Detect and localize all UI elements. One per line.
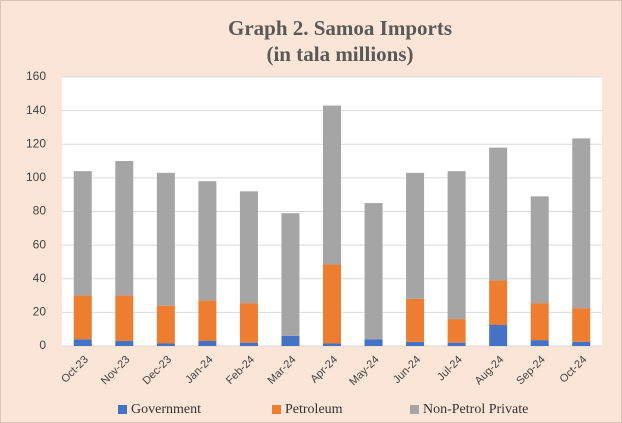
bar-segment: [156, 343, 175, 346]
bar-segment: [572, 138, 591, 309]
bar-segment: [198, 300, 217, 341]
bar-segment: [115, 295, 134, 341]
bar-segment: [364, 203, 383, 340]
bar-segment: [489, 280, 508, 325]
y-tick-label: 160: [26, 69, 46, 83]
bar-segment: [447, 319, 466, 343]
bar-segment: [323, 264, 341, 344]
bar-segment: [489, 324, 508, 346]
bar-segment: [364, 339, 383, 346]
bar-segment: [198, 340, 217, 346]
bar-segment: [115, 340, 134, 346]
bar-segment: [281, 213, 300, 336]
bar-segment: [530, 340, 549, 346]
bar-segment: [239, 342, 258, 346]
bar-segment: [73, 171, 92, 296]
bar-segment: [73, 339, 92, 346]
legend-label: Petroleum: [285, 402, 343, 417]
bar-segment: [239, 191, 258, 304]
bar-segment: [530, 303, 549, 341]
y-tick-label: 40: [33, 271, 47, 285]
y-tick-label: 0: [39, 338, 46, 352]
y-tick-label: 100: [26, 170, 46, 184]
bar-segment: [406, 341, 425, 346]
y-tick-label: 20: [33, 305, 47, 319]
legend-swatch: [272, 405, 281, 414]
bar-segment: [323, 105, 341, 265]
bar-segment: [572, 308, 591, 342]
bar-segment: [239, 303, 258, 343]
bar-segment: [406, 172, 425, 299]
bar-segment: [198, 181, 217, 301]
chart-title: Graph 2. Samoa Imports: [228, 16, 452, 40]
chart-subtitle: (in tala millions): [266, 42, 413, 66]
bar-segment: [115, 161, 134, 296]
legend-label: Non-Petrol Private: [423, 402, 528, 417]
y-tick-label: 60: [33, 237, 47, 251]
y-tick-label: 140: [26, 103, 46, 117]
bar-segment: [447, 342, 466, 346]
bar-segment: [572, 341, 591, 346]
bar-segment: [406, 298, 425, 342]
bar-segment: [156, 305, 175, 344]
y-tick-label: 120: [26, 136, 46, 150]
legend-label: Government: [131, 402, 201, 417]
bar-segment: [489, 147, 508, 281]
legend-swatch: [410, 405, 419, 414]
y-tick-label: 80: [33, 204, 47, 218]
bar-segment: [530, 196, 549, 304]
bar-segment: [73, 295, 92, 340]
bar-segment: [281, 335, 300, 346]
bar-segment: [323, 343, 341, 346]
bar-segment: [447, 171, 466, 320]
legend-swatch: [118, 405, 127, 414]
bar-segment: [156, 172, 175, 306]
